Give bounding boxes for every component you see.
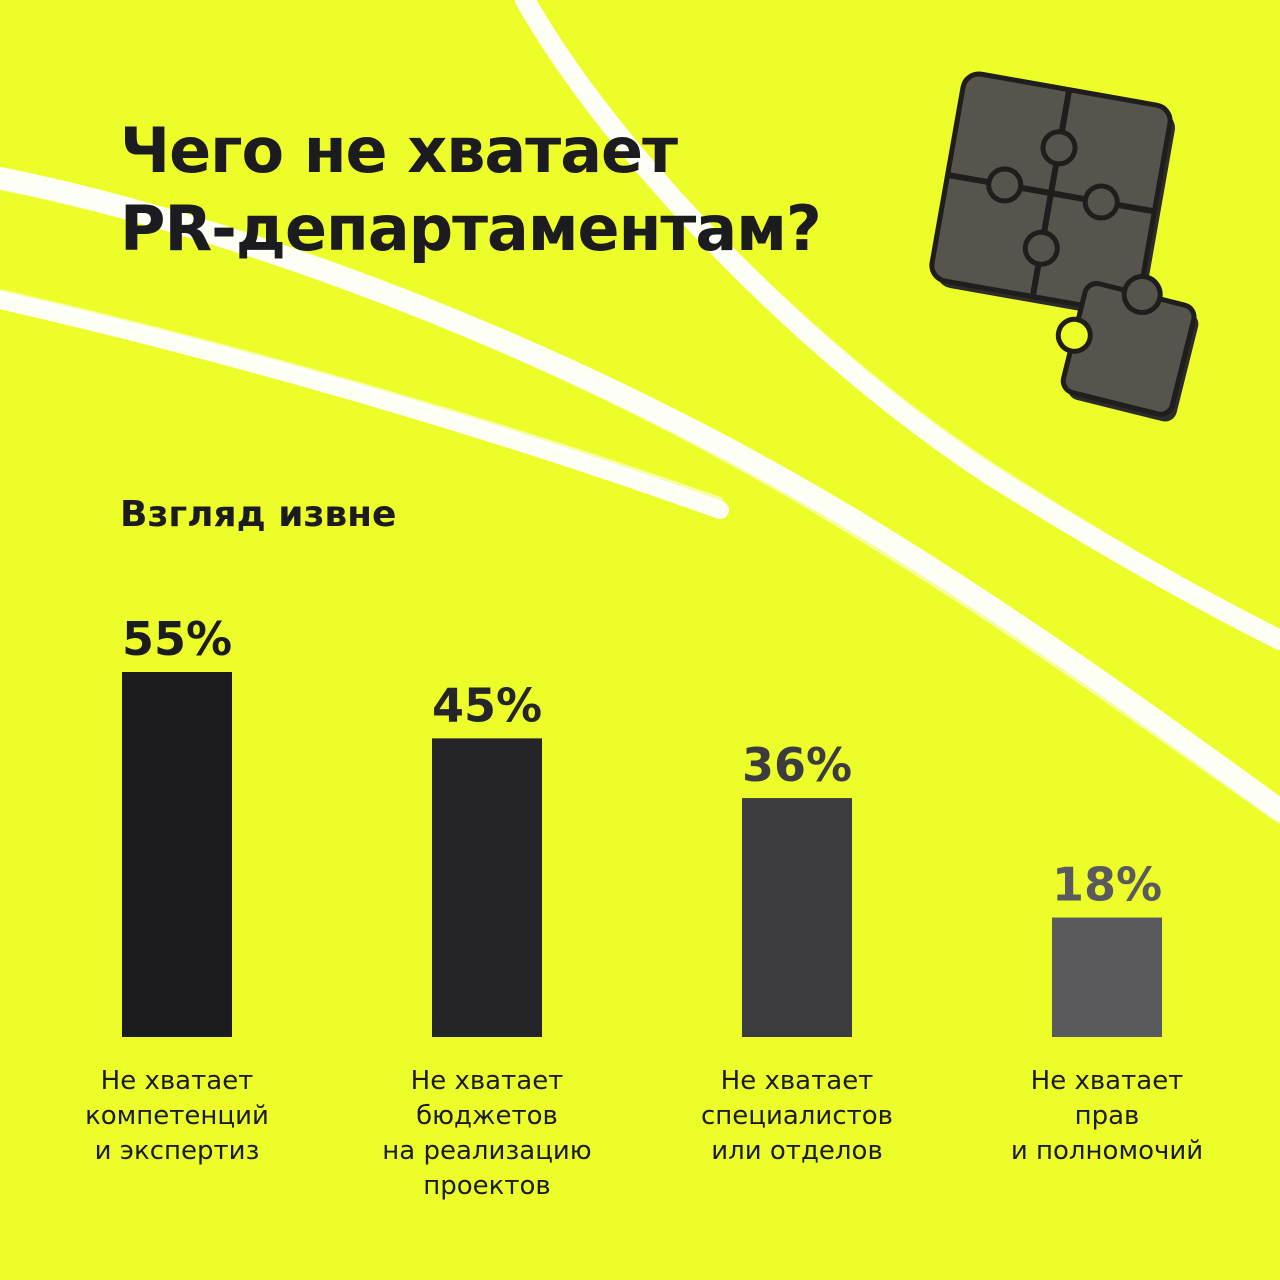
category-label-line: компетенций — [85, 1101, 269, 1131]
category-label-line: специалистов — [701, 1101, 893, 1131]
bar-2 — [432, 738, 542, 1037]
category-label-line: прав — [1075, 1101, 1140, 1131]
category-label-line: и экспертиз — [95, 1136, 260, 1166]
chalk-stripes — [0, 0, 1280, 824]
category-label-line: Не хватает — [721, 1066, 874, 1096]
value-label-2: 45% — [432, 678, 542, 732]
category-label-line: Не хватает — [1031, 1066, 1184, 1096]
puzzle-pieces-icon — [929, 71, 1199, 422]
chart-subtitle: Взгляд извне — [120, 494, 397, 535]
value-label-3: 36% — [742, 738, 852, 792]
bar-4 — [1052, 917, 1162, 1037]
title-line-1: Чего не хватает — [120, 114, 678, 187]
value-label-4: 18% — [1052, 858, 1162, 912]
category-label-line: Не хватает — [411, 1066, 564, 1096]
category-label-3: Не хватает специалистов или отделов — [701, 1066, 893, 1166]
category-label-line: или отделов — [711, 1136, 883, 1166]
category-label-1: Не хватает компетенций и экспертиз — [85, 1066, 269, 1166]
category-label-line: Не хватает — [101, 1066, 254, 1096]
title-line-2: PR-департаментам? — [120, 192, 822, 265]
bar-1 — [122, 672, 232, 1037]
page-title: Чего не хватает PR-департаментам? — [120, 112, 822, 268]
category-label-line: бюджетов — [416, 1101, 558, 1131]
category-label-line: и полномочий — [1011, 1136, 1203, 1166]
bar-3 — [742, 798, 852, 1037]
category-label-2: Не хватает бюджетов на реализацию проектов — [382, 1066, 591, 1201]
category-label-4: Не хватает прав и полномочий — [1011, 1066, 1203, 1166]
category-label-line: проектов — [423, 1171, 551, 1201]
category-label-line: на реализацию — [382, 1136, 591, 1166]
value-label-1: 55% — [122, 612, 232, 666]
